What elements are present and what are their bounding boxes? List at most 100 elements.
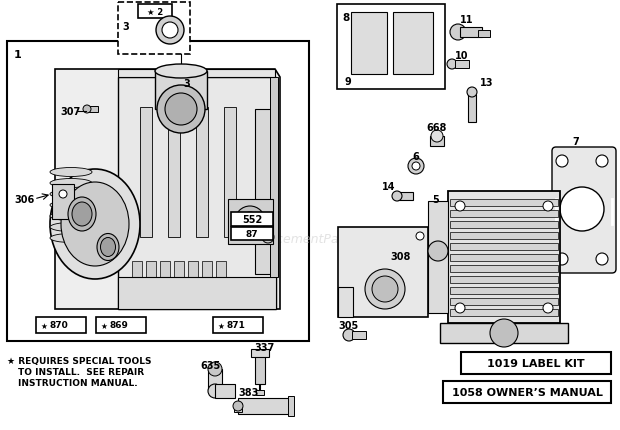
Text: 1: 1 bbox=[14, 50, 22, 60]
Bar bbox=[168, 108, 180, 237]
Ellipse shape bbox=[50, 169, 140, 280]
Text: 871: 871 bbox=[226, 321, 245, 330]
Bar bbox=[88, 107, 98, 113]
Bar bbox=[7, 42, 309, 341]
Ellipse shape bbox=[50, 234, 92, 243]
Ellipse shape bbox=[50, 201, 92, 210]
Text: 8: 8 bbox=[342, 13, 349, 23]
Circle shape bbox=[392, 191, 402, 202]
Ellipse shape bbox=[68, 197, 96, 231]
Bar bbox=[430, 137, 444, 147]
Polygon shape bbox=[55, 70, 280, 309]
Bar bbox=[140, 108, 152, 237]
Text: 3: 3 bbox=[122, 22, 129, 32]
Bar bbox=[468, 95, 476, 123]
Bar bbox=[448, 191, 560, 323]
Bar bbox=[440, 323, 568, 343]
Bar bbox=[132, 261, 142, 280]
Ellipse shape bbox=[50, 223, 92, 232]
Text: TO INSTALL.  SEE REPAIR: TO INSTALL. SEE REPAIR bbox=[18, 367, 144, 376]
Bar bbox=[256, 390, 264, 395]
Bar bbox=[96, 317, 146, 333]
Circle shape bbox=[455, 202, 465, 212]
Text: 305: 305 bbox=[338, 320, 358, 330]
Circle shape bbox=[365, 269, 405, 309]
Bar bbox=[146, 261, 156, 280]
Ellipse shape bbox=[208, 384, 222, 398]
Text: 1019 LABEL KIT: 1019 LABEL KIT bbox=[487, 358, 585, 368]
Bar bbox=[118, 277, 276, 309]
Text: 87: 87 bbox=[246, 230, 259, 239]
Ellipse shape bbox=[50, 179, 92, 188]
Circle shape bbox=[596, 253, 608, 265]
Bar bbox=[216, 261, 226, 280]
Text: 13: 13 bbox=[480, 78, 494, 88]
Bar bbox=[393, 13, 433, 75]
FancyBboxPatch shape bbox=[552, 147, 616, 273]
Bar bbox=[397, 193, 413, 200]
Circle shape bbox=[372, 276, 398, 302]
Text: 306: 306 bbox=[14, 194, 34, 205]
Text: 869: 869 bbox=[109, 321, 128, 330]
Text: 11: 11 bbox=[460, 15, 474, 25]
Bar bbox=[213, 317, 263, 333]
Bar bbox=[288, 396, 294, 416]
Bar bbox=[351, 13, 387, 75]
Bar bbox=[202, 261, 212, 280]
Text: 14: 14 bbox=[382, 181, 396, 191]
Text: ★ 2: ★ 2 bbox=[147, 7, 163, 16]
Text: 383: 383 bbox=[238, 387, 259, 397]
Circle shape bbox=[83, 106, 91, 114]
Circle shape bbox=[59, 190, 67, 199]
Bar bbox=[255, 354, 265, 384]
Ellipse shape bbox=[50, 168, 92, 177]
Bar bbox=[352, 331, 366, 339]
Text: 10: 10 bbox=[455, 51, 469, 61]
Bar bbox=[138, 5, 172, 19]
Bar bbox=[455, 61, 469, 69]
Bar bbox=[231, 212, 273, 227]
Text: ★: ★ bbox=[40, 321, 47, 330]
Text: ★ REQUIRES SPECIAL TOOLS: ★ REQUIRES SPECIAL TOOLS bbox=[7, 356, 151, 365]
Circle shape bbox=[157, 86, 205, 134]
Bar bbox=[338, 287, 353, 317]
Bar bbox=[450, 200, 558, 206]
Ellipse shape bbox=[158, 102, 204, 114]
Text: 337: 337 bbox=[254, 342, 274, 352]
Bar bbox=[196, 108, 208, 237]
Text: 9: 9 bbox=[344, 77, 351, 87]
Circle shape bbox=[450, 25, 466, 41]
Bar bbox=[450, 265, 558, 272]
Bar bbox=[231, 227, 273, 240]
Bar bbox=[118, 3, 190, 55]
Text: 7: 7 bbox=[572, 137, 578, 147]
Circle shape bbox=[431, 131, 443, 143]
Circle shape bbox=[556, 253, 568, 265]
Bar bbox=[461, 352, 611, 374]
Bar bbox=[36, 317, 86, 333]
Ellipse shape bbox=[61, 183, 129, 266]
Text: 635: 635 bbox=[200, 360, 220, 370]
Bar bbox=[428, 202, 448, 313]
Bar bbox=[450, 287, 558, 294]
Circle shape bbox=[416, 233, 424, 240]
Text: 1058 OWNER’S MANUAL: 1058 OWNER’S MANUAL bbox=[451, 387, 603, 397]
Ellipse shape bbox=[72, 203, 92, 227]
Bar bbox=[450, 243, 558, 250]
Circle shape bbox=[408, 159, 424, 175]
Text: 308: 308 bbox=[390, 252, 410, 261]
Circle shape bbox=[233, 401, 243, 411]
Circle shape bbox=[560, 187, 604, 231]
Bar bbox=[251, 349, 269, 357]
Ellipse shape bbox=[100, 238, 115, 257]
Bar bbox=[450, 276, 558, 283]
Ellipse shape bbox=[155, 65, 207, 79]
Bar bbox=[228, 200, 273, 244]
Ellipse shape bbox=[50, 190, 92, 199]
Circle shape bbox=[162, 23, 178, 39]
Bar bbox=[215, 384, 235, 398]
Ellipse shape bbox=[97, 234, 119, 261]
Circle shape bbox=[596, 156, 608, 168]
Circle shape bbox=[455, 303, 465, 313]
Text: eReplacementParts.com: eReplacementParts.com bbox=[234, 233, 386, 246]
